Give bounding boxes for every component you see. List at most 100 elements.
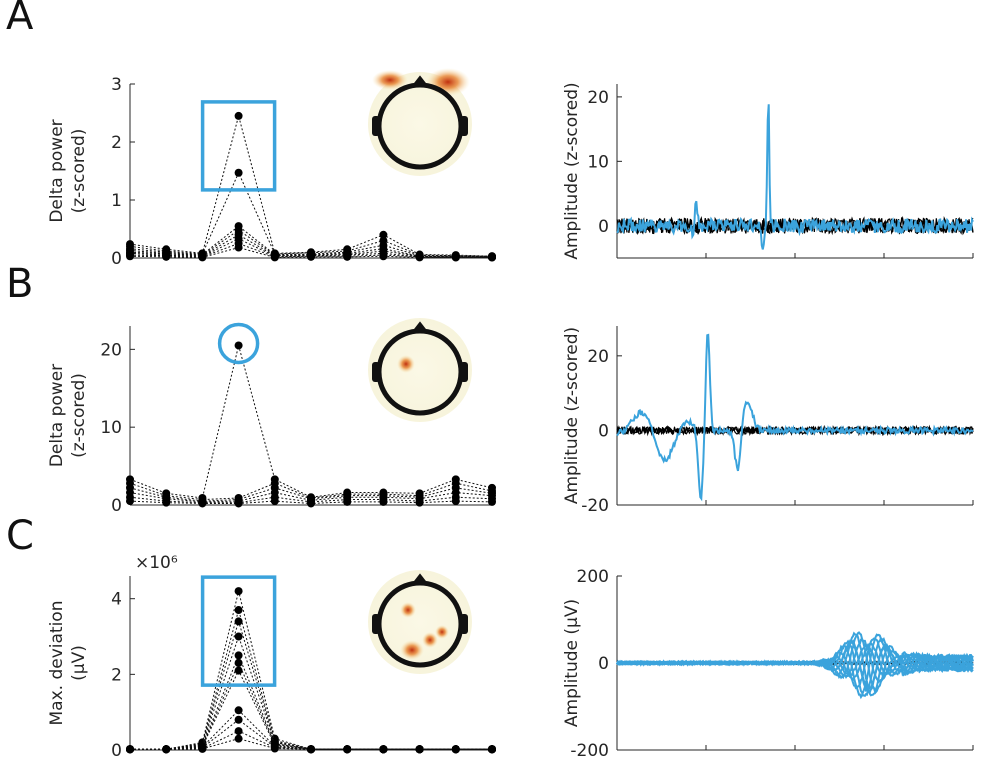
B-data-point <box>234 341 243 350</box>
A-topo-disc <box>368 72 472 176</box>
C-data-point <box>343 745 352 754</box>
B-y-label: (z-scored) <box>69 373 89 458</box>
A-nose <box>410 75 430 87</box>
A-data-point <box>488 253 496 262</box>
Br-y-tick-label: 20 <box>587 347 609 367</box>
C-data-point <box>234 606 243 615</box>
C-data-point <box>234 715 243 724</box>
Cr-y-label: Amplitude (μV) <box>562 599 582 727</box>
C-y-label: Max. deviation <box>47 601 67 726</box>
C-data-point <box>234 734 243 743</box>
B-data-point <box>379 497 388 506</box>
A-y-tick-label: 1 <box>111 191 122 211</box>
B-y-tick-label: 20 <box>100 340 122 360</box>
A-data-point <box>234 168 243 177</box>
B-data-point <box>343 497 352 506</box>
A-data-point <box>162 252 171 261</box>
C-series-line <box>130 669 492 750</box>
C-data-point <box>198 744 207 753</box>
Ar-blue-trace <box>616 104 974 250</box>
C-y-tick-label: 4 <box>111 590 122 610</box>
A-topo-hotspot <box>426 68 470 96</box>
C-data-point <box>126 745 134 754</box>
C-data-point <box>488 745 496 754</box>
B-y-label: Delta power <box>47 364 67 467</box>
C-topo-hotspot <box>400 640 424 660</box>
A-y-tick-label: 2 <box>111 133 122 153</box>
B-data-point <box>488 497 496 506</box>
panel-label-a: A <box>6 0 34 39</box>
Ar-y-label: Amplitude (z-scored) <box>562 82 582 259</box>
C-highlight-box <box>200 575 277 687</box>
A-data-point <box>379 252 388 261</box>
B-left-ear <box>372 362 380 382</box>
Ar-y-tick-label: 10 <box>587 152 609 172</box>
C-data-point <box>234 727 243 736</box>
C-right-ear <box>460 614 468 634</box>
A-data-point <box>234 243 243 252</box>
C-data-point <box>451 745 460 754</box>
C-data-point <box>234 706 243 715</box>
B-y-tick-label: 10 <box>100 418 122 438</box>
B-data-point <box>307 499 315 508</box>
A-right-ear <box>460 116 468 136</box>
B-data-point <box>234 499 243 508</box>
A-data-point <box>198 253 207 262</box>
C-y-exponent: ×10⁶ <box>135 553 178 573</box>
C-y-tick-label: 0 <box>111 741 122 761</box>
Br-y-tick-label: 0 <box>598 421 609 441</box>
C-data-point <box>234 632 243 641</box>
C-series-line <box>130 719 492 750</box>
B-data-point <box>198 499 207 508</box>
A-data-point <box>307 252 315 261</box>
A-data-point <box>415 253 424 262</box>
A-highlight-box <box>200 100 277 192</box>
C-y-label: (μV) <box>69 645 89 681</box>
Ar-y-tick-label: 0 <box>598 217 609 237</box>
B-series-line <box>129 492 493 503</box>
C-y-tick-label: 2 <box>111 665 122 685</box>
B-data-point <box>451 497 460 506</box>
C-data-point <box>234 587 243 596</box>
Cr-y-tick-label: -200 <box>570 741 609 761</box>
A-data-point <box>234 111 243 120</box>
B-highlight-circle <box>217 322 260 365</box>
A-data-point <box>451 253 460 262</box>
C-series-line <box>130 619 492 750</box>
A-y-label: (z-scored) <box>69 129 89 214</box>
C-topo-hotspot <box>435 625 449 639</box>
C-data-point <box>307 745 315 754</box>
B-data-point <box>126 497 134 506</box>
C-series-line <box>130 661 492 750</box>
C-data-point <box>379 745 388 754</box>
A-y-tick-label: 3 <box>111 75 122 95</box>
Cr-y-tick-label: 200 <box>577 567 609 587</box>
B-y-tick-label: 0 <box>111 496 122 516</box>
C-data-point <box>415 745 424 754</box>
C-topo-disc <box>368 570 472 674</box>
Br-y-label: Amplitude (z-scored) <box>562 327 582 504</box>
B-data-point <box>415 498 424 507</box>
B-topo-hotspot <box>397 355 415 373</box>
A-data-point <box>126 252 134 261</box>
A-series-line <box>129 171 493 257</box>
A-y-label: Delta power <box>47 119 67 222</box>
Br-blue-trace <box>616 333 974 502</box>
A-topoplot <box>368 68 472 176</box>
Ar-y-tick-label: 20 <box>587 88 609 108</box>
C-data-point <box>234 666 243 675</box>
C-left-ear <box>372 614 380 634</box>
C-topo-hotspot <box>422 632 438 648</box>
B-data-point <box>162 498 171 507</box>
panel-label-b: B <box>6 261 34 307</box>
C-nose <box>410 573 430 585</box>
B-right-ear <box>460 362 468 382</box>
B-nose <box>410 321 430 333</box>
A-y-tick-label: 0 <box>111 249 122 269</box>
A-left-ear <box>372 116 380 136</box>
C-data-point <box>234 651 243 660</box>
A-topo-hotspot <box>372 70 408 90</box>
A-data-point <box>343 252 352 261</box>
C-series-line <box>130 709 492 750</box>
